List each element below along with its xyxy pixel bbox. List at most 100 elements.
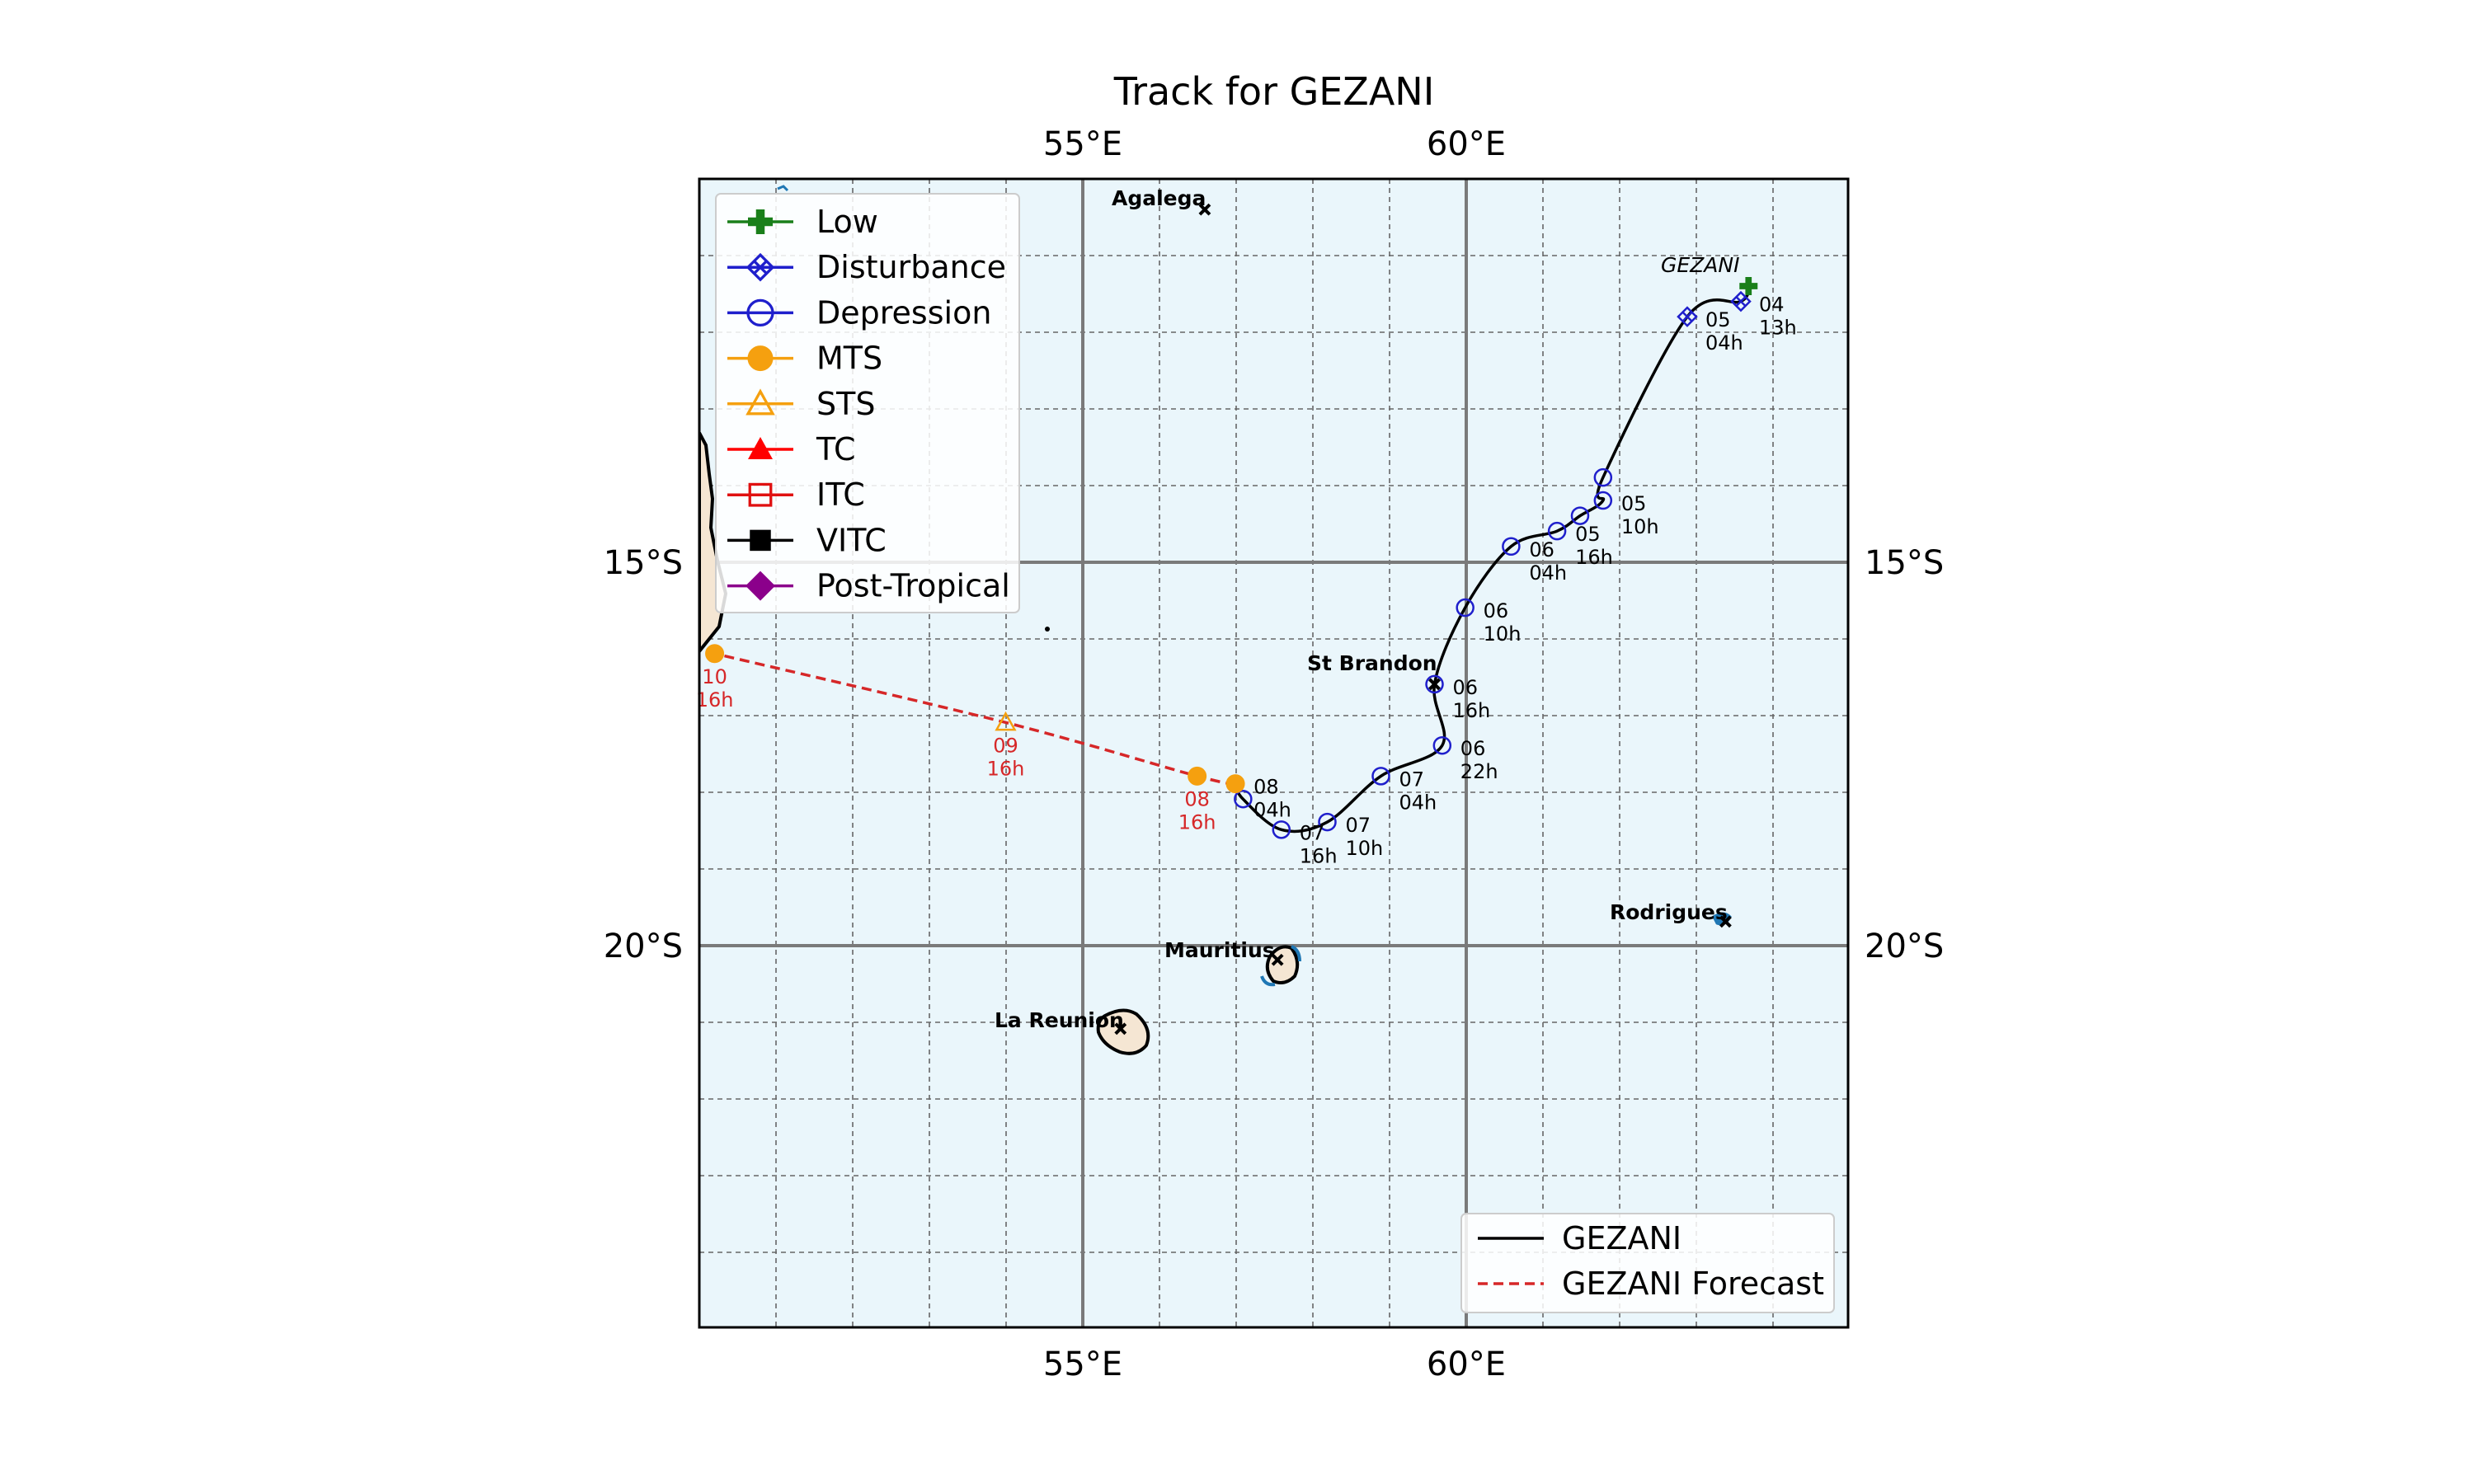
legend-item-vitc: VITC — [727, 522, 887, 558]
legend-label: Depression — [816, 294, 991, 331]
legend-label: Low — [816, 204, 878, 240]
legend-item-disturbance: Disturbance — [727, 249, 1006, 285]
x-tick-bottom-60e: 60°E — [1427, 1345, 1506, 1383]
tc-marker-icon — [748, 437, 773, 459]
track-point-label: 16h — [1575, 546, 1613, 569]
depression-marker-icon — [746, 298, 774, 327]
place-label-la-reunion: La Reunion — [995, 1008, 1124, 1032]
track-point-depression — [1425, 674, 1444, 694]
track-point-label: 10h — [1484, 622, 1522, 646]
place-marker-agalega — [1198, 203, 1211, 216]
track-legend: GEZANI GEZANI Forecast — [1460, 1213, 1835, 1313]
track-point-label: 04h — [1253, 799, 1291, 822]
track-point-label: 08 — [1184, 787, 1210, 810]
track-point-label: 07 — [1346, 814, 1371, 837]
track-point-label: 16h — [696, 688, 734, 711]
islet-dot — [1045, 627, 1050, 632]
legend-label: STS — [816, 386, 875, 422]
intensity-legend: Low Disturbance Depression MTS STS TC ITC VITC P… — [715, 193, 1020, 613]
track-point-label: 05 — [1621, 492, 1647, 515]
legend-item-low: Low — [727, 204, 878, 240]
track-point-depression — [1456, 598, 1475, 618]
low-marker-icon — [748, 209, 773, 234]
place-marker-la-reunion — [1114, 1022, 1127, 1036]
plot-frame — [698, 177, 1850, 1329]
track-point-depression — [1547, 521, 1567, 541]
legend-item-sts: STS — [727, 386, 875, 422]
place-marker-mauritius — [1271, 953, 1284, 966]
chart-title: Track for GEZANI — [1113, 69, 1435, 114]
track-point-label: 13h — [1759, 317, 1797, 340]
track-markers — [705, 277, 1758, 839]
place-label-agalega: Agalega — [1112, 186, 1206, 210]
track-point-low — [1739, 277, 1758, 296]
track-point-depression — [1318, 812, 1337, 832]
x-tick-top-60e: 60°E — [1427, 125, 1506, 163]
legend-label: ITC — [816, 477, 865, 513]
track-point-depression — [1432, 735, 1452, 755]
track-point-depression — [1502, 537, 1521, 556]
track-point-label: 10h — [1346, 837, 1384, 860]
legend-item-tc: TC — [727, 431, 856, 467]
track-legend-box — [1460, 1213, 1835, 1313]
track-line-gezani-forecast — [714, 652, 1236, 786]
track-point-label: 08 — [1253, 776, 1279, 799]
place-label-st-brandon: St Brandon — [1307, 651, 1437, 675]
mauritius-reef — [1260, 945, 1301, 987]
track-point-disturbance — [1677, 306, 1698, 327]
track-point-label: 04 — [1759, 294, 1785, 317]
x-tick-top-55e: 55°E — [1043, 125, 1122, 163]
track-point-label: 10h — [1621, 515, 1659, 538]
major-gridlines — [699, 179, 1848, 1327]
track-point-label: 07 — [1399, 768, 1425, 791]
track-point-depression — [1593, 467, 1613, 487]
track-point-label: 16h — [987, 757, 1025, 780]
legend-label-gezani-forecast: GEZANI Forecast — [1562, 1266, 1824, 1302]
track-point-mts — [705, 644, 725, 664]
track-point-sts — [995, 711, 1017, 731]
sts-marker-icon — [745, 388, 775, 416]
track-point-label: 04h — [1399, 791, 1437, 814]
intensity-legend-box — [715, 193, 1020, 613]
vitc-marker-icon — [750, 529, 771, 552]
track-point-depression — [1234, 789, 1253, 809]
track-point-label: 07 — [1300, 821, 1325, 844]
track-point-label: 10 — [702, 665, 727, 688]
legend-label-gezani: GEZANI — [1562, 1220, 1681, 1256]
track-point-label: 04h — [1529, 561, 1567, 585]
mts-marker-icon — [747, 345, 774, 372]
legend-label: Disturbance — [816, 249, 1006, 285]
track-point-label: 04h — [1705, 331, 1743, 355]
y-tick-right-15s: 15°S — [1865, 544, 1944, 582]
legend-label: MTS — [816, 340, 882, 377]
place-label-mauritius: Mauritius — [1164, 938, 1275, 962]
legend-label: Post-Tropical — [816, 568, 1010, 604]
track-point-label: 06 — [1453, 676, 1479, 699]
track-line-gezani — [1234, 285, 1750, 834]
track-point-label: 06 — [1529, 538, 1554, 561]
track-point-mts — [1225, 774, 1245, 794]
legend-item-post-tropical: Post-Tropical — [727, 568, 1010, 604]
track-point-label: 16h — [1178, 810, 1216, 834]
track-point-label: 06 — [1484, 599, 1509, 622]
place-label-rodrigues: Rodrigues — [1610, 900, 1728, 924]
place-marker-rodrigues — [1719, 915, 1732, 928]
disturbance-marker-icon — [745, 252, 775, 282]
track-point-depression — [1570, 506, 1590, 525]
track-point-depression — [1593, 491, 1613, 510]
y-tick-left-15s: 15°S — [604, 544, 683, 582]
track-point-disturbance — [1730, 290, 1752, 312]
legend-item-depression: Depression — [727, 294, 991, 331]
y-tick-left-20s: 20°S — [604, 928, 683, 965]
track-point-label: 05 — [1705, 308, 1731, 331]
track-point-mts — [1188, 766, 1207, 786]
y-tick-right-20s: 20°S — [1865, 928, 1944, 965]
track-point-label: 05 — [1575, 523, 1601, 546]
track-point-label: 16h — [1300, 844, 1338, 867]
legend-label: VITC — [816, 522, 887, 558]
track-point-label: 16h — [1453, 699, 1491, 722]
legend-item-mts: MTS — [727, 340, 882, 377]
islet-top — [777, 185, 789, 192]
track-point-labels: 0413h0504h0510h0516h0604h0610h0616h0622h… — [696, 294, 1797, 868]
